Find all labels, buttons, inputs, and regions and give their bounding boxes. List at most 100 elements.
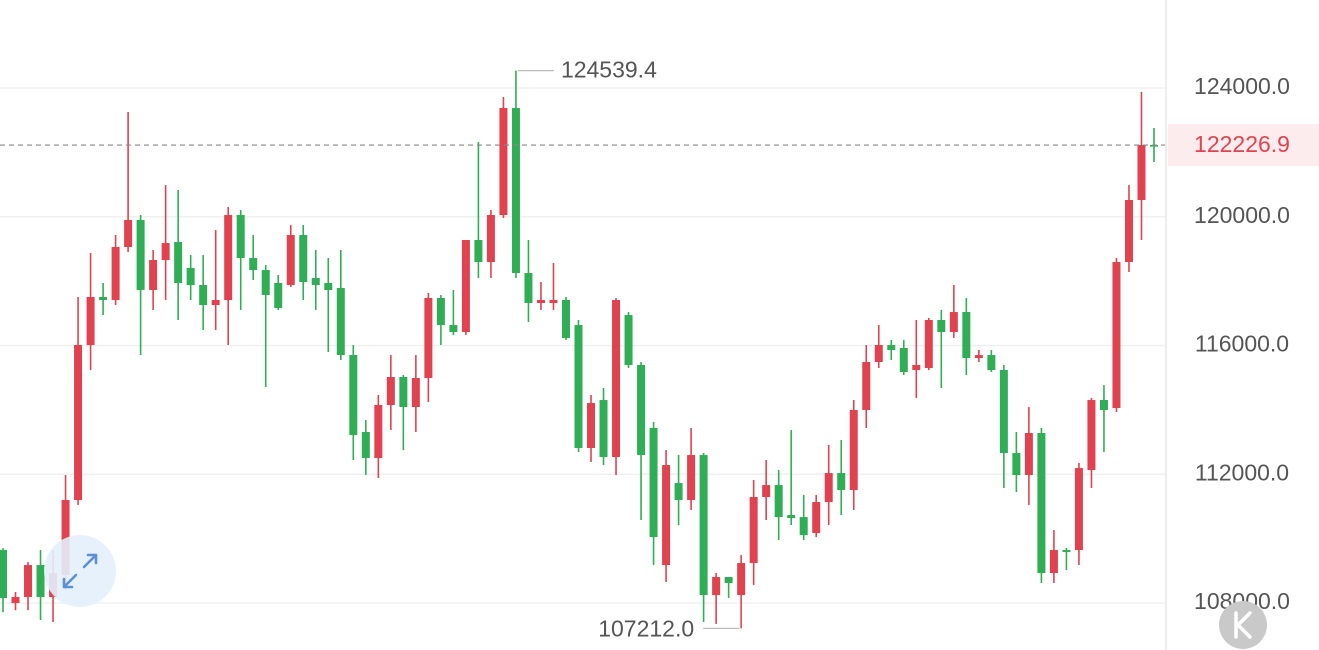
candle-body (536, 300, 545, 304)
candle-body (36, 565, 45, 598)
candle-body (1124, 200, 1133, 263)
candle-body (149, 260, 158, 291)
candle-body (662, 465, 671, 566)
candle-body (649, 428, 658, 538)
candle-body (549, 300, 558, 304)
candle-body (136, 220, 145, 291)
candle-body (849, 410, 858, 491)
candle-body (737, 563, 746, 596)
candle-body (486, 215, 495, 263)
candle-body (587, 403, 596, 449)
candle-body (987, 355, 996, 371)
low-label: 107212.0 (598, 615, 694, 641)
candle-body (199, 284, 208, 306)
candle-body (186, 268, 195, 285)
candle-body (561, 300, 570, 339)
candle-body (574, 325, 583, 449)
candle-body (299, 235, 308, 282)
candle-body (812, 502, 821, 534)
candle-body (11, 597, 20, 604)
y-tick-label: 112000.0 (1195, 459, 1289, 485)
candle-body (924, 320, 933, 369)
candle-body (974, 355, 983, 359)
high-label: 124539.4 (561, 57, 657, 83)
last-price-badge (1168, 124, 1319, 167)
candle-body (612, 300, 621, 458)
candle-body (99, 296, 108, 301)
candle-body (699, 455, 708, 596)
candle-body (124, 220, 133, 248)
candle-body (61, 500, 70, 576)
last-price-label: 122226.9 (1194, 131, 1290, 157)
expand-button[interactable] (44, 535, 116, 607)
candle-body (899, 348, 908, 373)
candle-body (374, 405, 383, 459)
candle-body (1024, 433, 1033, 476)
candle-body (774, 485, 783, 518)
candle-body (749, 497, 758, 564)
candle-body (1112, 262, 1121, 409)
candle-body (1150, 145, 1158, 147)
candle-body (674, 483, 683, 501)
candle-body (1099, 400, 1108, 411)
candle-body (1012, 453, 1021, 476)
candle-body (962, 312, 971, 359)
candle-body (937, 320, 946, 333)
candle-body (599, 400, 608, 458)
candle-body (724, 577, 733, 584)
candle-body (949, 312, 958, 333)
candle-body (111, 247, 120, 301)
candle-body (236, 215, 245, 259)
y-tick-label: 116000.0 (1195, 331, 1289, 357)
candle-body (1074, 468, 1083, 551)
candle-body (86, 296, 95, 346)
candle-body (361, 432, 370, 459)
candle-body (261, 270, 270, 296)
candle-body (224, 215, 233, 301)
candle-body (461, 240, 470, 333)
candle-body (474, 240, 483, 263)
candle-body (524, 273, 533, 304)
candle-body (0, 550, 7, 599)
candle-body (824, 473, 833, 503)
k-button-bg (1219, 601, 1267, 649)
candle-body (1062, 550, 1071, 553)
candle-body (411, 378, 420, 408)
candle-body (449, 325, 458, 333)
candle-body (687, 455, 696, 501)
expand-icon (62, 553, 98, 589)
candle-body (311, 278, 320, 285)
candle-body (74, 345, 83, 501)
candle-body (161, 243, 170, 261)
candle-body (1137, 145, 1146, 201)
candle-body (1037, 433, 1046, 574)
candle-body (624, 315, 633, 366)
candle-body (1049, 550, 1058, 574)
candle-body (324, 282, 333, 291)
candle-body (999, 370, 1008, 454)
candle-body (712, 577, 721, 596)
k-button[interactable] (1219, 601, 1267, 649)
candle-body (386, 377, 395, 406)
candle-body (837, 473, 846, 491)
candle-body (336, 288, 345, 356)
candle-body (211, 300, 220, 306)
candle-body (874, 345, 883, 363)
candle-body (274, 282, 283, 309)
candle-body (637, 365, 646, 456)
candle-body (511, 108, 520, 274)
candle-body (174, 242, 183, 283)
expand-button-bg (44, 535, 116, 607)
candle-body (887, 345, 896, 351)
y-tick-label: 124000.0 (1194, 73, 1290, 99)
candle-body (424, 297, 433, 379)
candle-body (912, 365, 921, 371)
y-tick-label: 120000.0 (1194, 202, 1290, 228)
candle-body (436, 297, 445, 326)
candle-body (24, 565, 33, 598)
candle-body (862, 362, 871, 411)
candle-body (349, 355, 358, 436)
candle-body (762, 485, 771, 498)
